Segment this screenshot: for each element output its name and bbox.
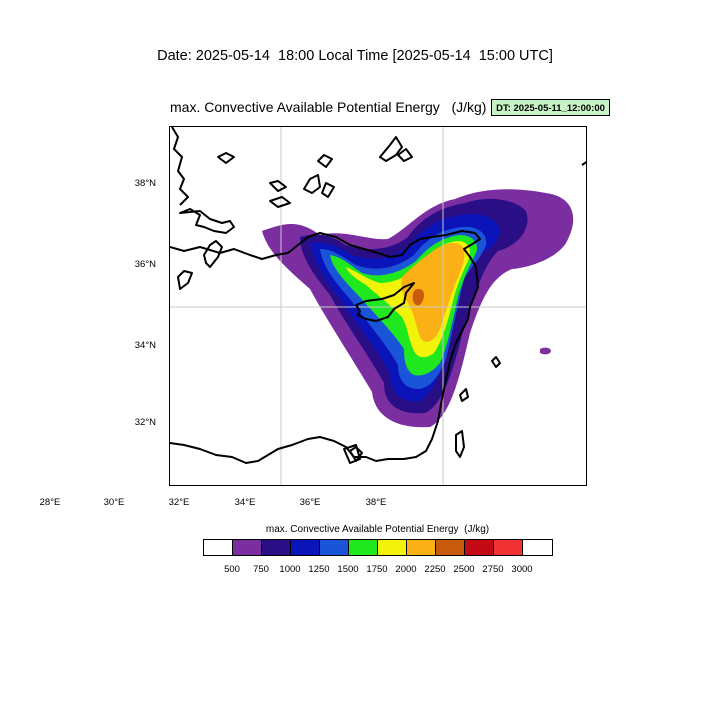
colorbar-swatch — [494, 540, 523, 555]
lon-tick-30E: 30°E — [103, 497, 125, 508]
gridlines — [170, 127, 586, 485]
colorbar-title: max. Convective Available Potential Ener… — [265, 524, 490, 535]
coast-island-e — [321, 182, 335, 198]
colorbar-swatch — [465, 540, 494, 555]
coastlines — [170, 127, 586, 464]
coast-aegean-1 — [179, 208, 235, 234]
date-line: Date: 2025-05-14 18:00 Local Time [2025-… — [157, 48, 553, 64]
colorbar-level-label: 1750 — [366, 564, 388, 575]
lon-tick-32E: 32°E — [168, 497, 190, 508]
lat-tick-34N: 34°N — [134, 340, 156, 351]
colorbar-level-label: 2250 — [424, 564, 446, 575]
coast-island-g — [397, 148, 413, 162]
coast-east-edge — [581, 161, 586, 166]
cape-level-2500 — [412, 288, 424, 306]
coast-lake-east — [455, 430, 465, 458]
cape-east-blob — [532, 212, 566, 238]
colorbar-swatch — [407, 540, 436, 555]
colorbar-swatch — [436, 540, 465, 555]
lon-tick-34E: 34°E — [234, 497, 256, 508]
coast-island-a — [217, 152, 235, 164]
colorbar-level-label: 1500 — [337, 564, 359, 575]
lat-tick-32N: 32°N — [134, 417, 156, 428]
colorbar-level-label: 2750 — [482, 564, 504, 575]
map-frame[interactable] — [169, 126, 587, 486]
colorbar-level-label: 1250 — [308, 564, 330, 575]
colorbar-swatch — [291, 540, 320, 555]
cape-small-blob — [540, 347, 551, 355]
colorbar-swatch — [349, 540, 378, 555]
colorbar-level-label: 3000 — [511, 564, 533, 575]
colorbar-level-label: 750 — [253, 564, 269, 575]
coast-island-h — [269, 196, 291, 208]
coast-island-c — [303, 174, 321, 194]
colorbar-level-label: 2000 — [395, 564, 417, 575]
colorbar — [203, 539, 553, 556]
coast-islet-nile — [343, 444, 361, 464]
cape-level-2250 — [401, 243, 465, 342]
colorbar-swatch — [262, 540, 291, 555]
lat-tick-36N: 36°N — [134, 259, 156, 270]
colorbar-level-label: 2500 — [453, 564, 475, 575]
colorbar-swatch — [233, 540, 262, 555]
coast-rhodes — [203, 240, 223, 268]
coast-islet-east — [491, 356, 501, 368]
coast-island-f — [379, 136, 403, 162]
plot-title: max. Convective Available Potential Ener… — [170, 99, 487, 115]
lon-tick-28E: 28°E — [39, 497, 61, 508]
coast-island-b — [269, 180, 287, 192]
coast-aegean-2 — [171, 127, 189, 206]
lon-tick-38E: 38°E — [365, 497, 387, 508]
map-canvas — [170, 127, 586, 485]
coast-islet-sw — [349, 446, 363, 462]
colorbar-swatch — [320, 540, 349, 555]
colorbar-swatch — [204, 540, 233, 555]
colorbar-level-label: 1000 — [279, 564, 301, 575]
colorbar-swatch — [523, 540, 552, 555]
colorbar-swatch — [378, 540, 407, 555]
coast-island-d — [317, 154, 333, 168]
cape-field — [262, 189, 574, 428]
coast-coast-bit — [459, 388, 469, 402]
coast-cyprus — [355, 282, 415, 322]
lat-tick-38N: 38°N — [134, 178, 156, 189]
coast-turkey — [170, 230, 481, 320]
coast-crete-east — [177, 270, 193, 290]
lon-tick-36E: 36°E — [299, 497, 321, 508]
colorbar-level-label: 500 — [224, 564, 240, 575]
dt-badge: DT: 2025-05-11_12:00:00 — [491, 99, 610, 116]
